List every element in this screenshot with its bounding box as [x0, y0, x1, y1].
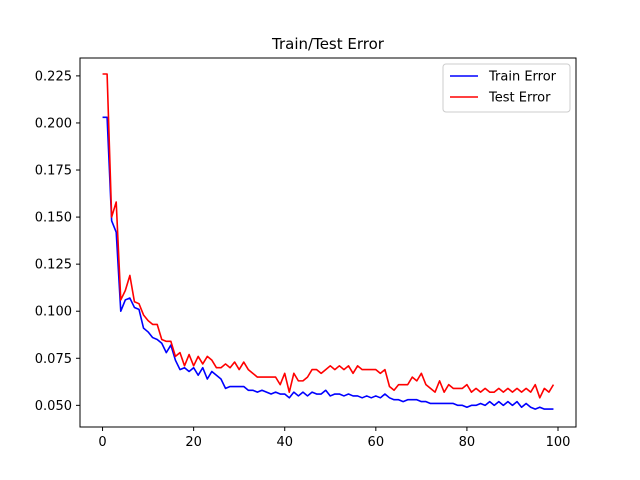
axis-ticks: 0 20 40 60 80 100 0.050 0.075 0.100 0.125 0.150 0.1… [35, 69, 571, 450]
plot-frame [79, 57, 577, 428]
y-tick-label: 0.150 [35, 211, 72, 226]
chart-title: Train/Test Error [271, 35, 385, 53]
series-line-train-error [102, 116, 554, 410]
y-tick-label: 0.100 [35, 305, 72, 320]
series-line-test-error [102, 73, 555, 399]
legend-label-train-error: Train Error [488, 70, 557, 85]
y-tick-label: 0.200 [35, 116, 72, 131]
y-tick-label: 0.075 [35, 352, 72, 367]
x-tick-label: 100 [546, 435, 571, 450]
x-tick-label: 40 [276, 435, 293, 450]
plot-marks [102, 73, 555, 410]
x-tick-label: 0 [98, 435, 106, 450]
y-tick-label: 0.225 [35, 69, 72, 84]
x-tick-label: 80 [459, 435, 476, 450]
y-tick-label: 0.050 [35, 399, 72, 414]
x-tick-label: 20 [185, 435, 202, 450]
y-tick-label: 0.175 [35, 164, 72, 179]
y-tick-label: 0.125 [35, 258, 72, 273]
legend: Train Error Test Error [442, 63, 571, 113]
x-tick-label: 60 [368, 435, 385, 450]
legend-label-test-error: Test Error [488, 91, 551, 106]
